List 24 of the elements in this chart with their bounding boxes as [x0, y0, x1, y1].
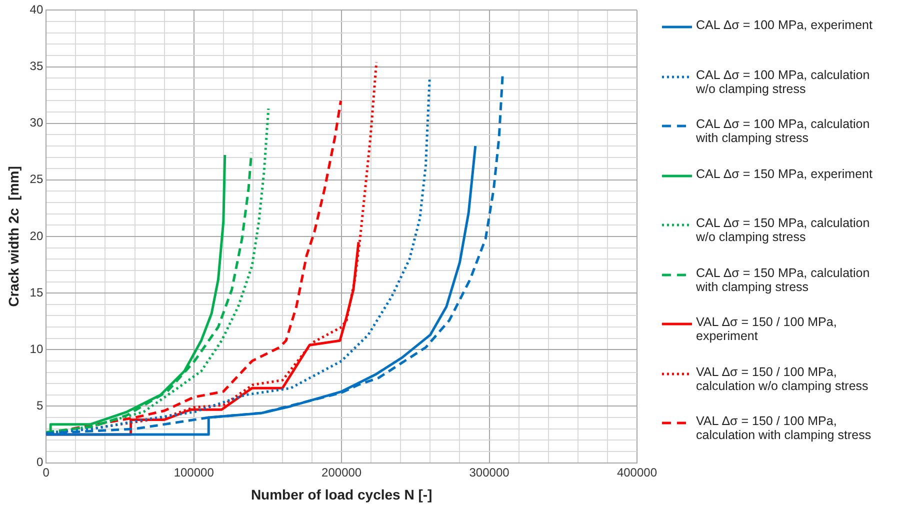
x-tick-label: 400000: [616, 465, 658, 480]
legend-label: CAL Δσ = 100 MPa, calculation w/o clamping stress: [696, 68, 871, 96]
legend-label: VAL Δσ = 150 / 100 MPa, calculation with clamping stress: [696, 414, 872, 442]
y-tick-label: 35: [30, 59, 44, 74]
legend-label: VAL Δσ = 150 / 100 MPa, calculation w/o clamping stress: [696, 364, 870, 392]
y-tick-label: 5: [36, 398, 44, 413]
y-axis-title: Crack width 2c [mm]: [5, 166, 22, 307]
legend-label: CAL Δσ = 100 MPa, experiment: [696, 18, 872, 32]
y-tick-label: 10: [30, 342, 44, 356]
legend-label: VAL Δσ = 150 / 100 MPa, experiment: [696, 315, 838, 343]
y-tick-label: 0: [36, 455, 44, 470]
legend-label: CAL Δσ = 150 MPa, calculation with clamping stress: [696, 266, 871, 294]
legend-label: CAL Δσ = 100 MPa, calculation with clamping stress: [696, 117, 871, 145]
y-tick-label: 25: [30, 172, 44, 186]
x-tick-label: 200000: [322, 465, 362, 480]
y-tick-label: 40: [30, 2, 44, 17]
legend-label: CAL Δσ = 150 MPa, experiment: [696, 166, 872, 180]
x-axis-title: Number of load cycles N [-]: [250, 486, 432, 502]
legend-label: CAL Δσ = 150 MPa, calculation w/o clamping stress: [696, 216, 871, 244]
x-tick-label: 100000: [174, 465, 214, 480]
y-tick-label: 20: [30, 228, 44, 243]
y-tick-label: 15: [30, 285, 44, 300]
y-tick-label: 30: [30, 116, 44, 130]
x-tick-label: 300000: [469, 465, 510, 480]
